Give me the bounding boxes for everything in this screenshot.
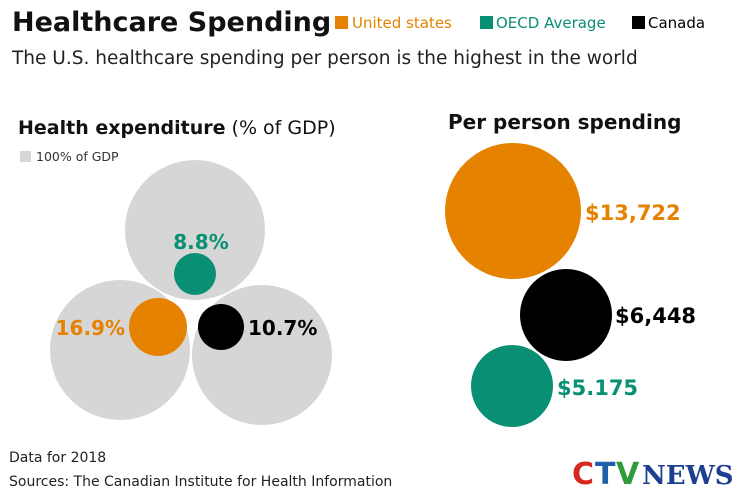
logo-word-news: NEWS <box>642 461 734 491</box>
sources-note: Sources: The Canadian Institute for Heal… <box>9 474 392 490</box>
pp-label-canada: $6,448 <box>615 304 696 328</box>
legend-swatch-canada <box>632 16 645 29</box>
right-panel-title: Per person spending <box>448 110 681 134</box>
ctv-news-logo: C T V NEWS <box>572 457 734 492</box>
pp-label-oecd: $5.175 <box>557 376 638 400</box>
reference-legend-label: 100% of GDP <box>36 149 119 164</box>
data-note: Data for 2018 <box>9 450 106 466</box>
page-title: Healthcare Spending <box>12 7 331 38</box>
pp-bubble-oecd <box>471 345 553 427</box>
legend-label-us: United states <box>352 14 452 32</box>
logo-letter-v: V <box>616 457 640 492</box>
per-person-bubble-chart: $13,722 $6,448 $5.175 <box>445 143 696 427</box>
legend-swatch-us <box>335 16 348 29</box>
pp-label-us: $13,722 <box>585 201 681 225</box>
page-subtitle: The U.S. healthcare spending per person … <box>11 48 638 69</box>
left-panel-title: Health expenditure (% of GDP) <box>18 117 336 139</box>
gdp-bubble-canada <box>198 304 244 350</box>
legend-swatch-oecd <box>480 16 493 29</box>
reference-circle-oecd <box>125 160 265 300</box>
logo-letter-c: C <box>572 457 594 492</box>
gdp-bubble-us <box>129 298 187 356</box>
gdp-label-canada: 10.7% <box>248 316 317 340</box>
left-panel-title-unit: (% of GDP) <box>232 117 336 139</box>
legend: United states OECD Average Canada <box>335 14 705 32</box>
gdp-label-oecd: 8.8% <box>173 230 228 254</box>
pp-bubble-us <box>445 143 581 279</box>
logo-letter-t: T <box>595 457 616 492</box>
pp-bubble-canada <box>520 269 612 361</box>
legend-label-oecd: OECD Average <box>496 14 606 32</box>
gdp-label-us: 16.9% <box>56 316 125 340</box>
legend-label-canada: Canada <box>648 14 705 32</box>
reference-legend-swatch <box>20 151 31 162</box>
left-panel-title-main: Health expenditure <box>18 117 225 139</box>
gdp-bubble-oecd <box>174 253 216 295</box>
gdp-bubble-chart: 16.9% 8.8% 10.7% <box>50 160 332 425</box>
